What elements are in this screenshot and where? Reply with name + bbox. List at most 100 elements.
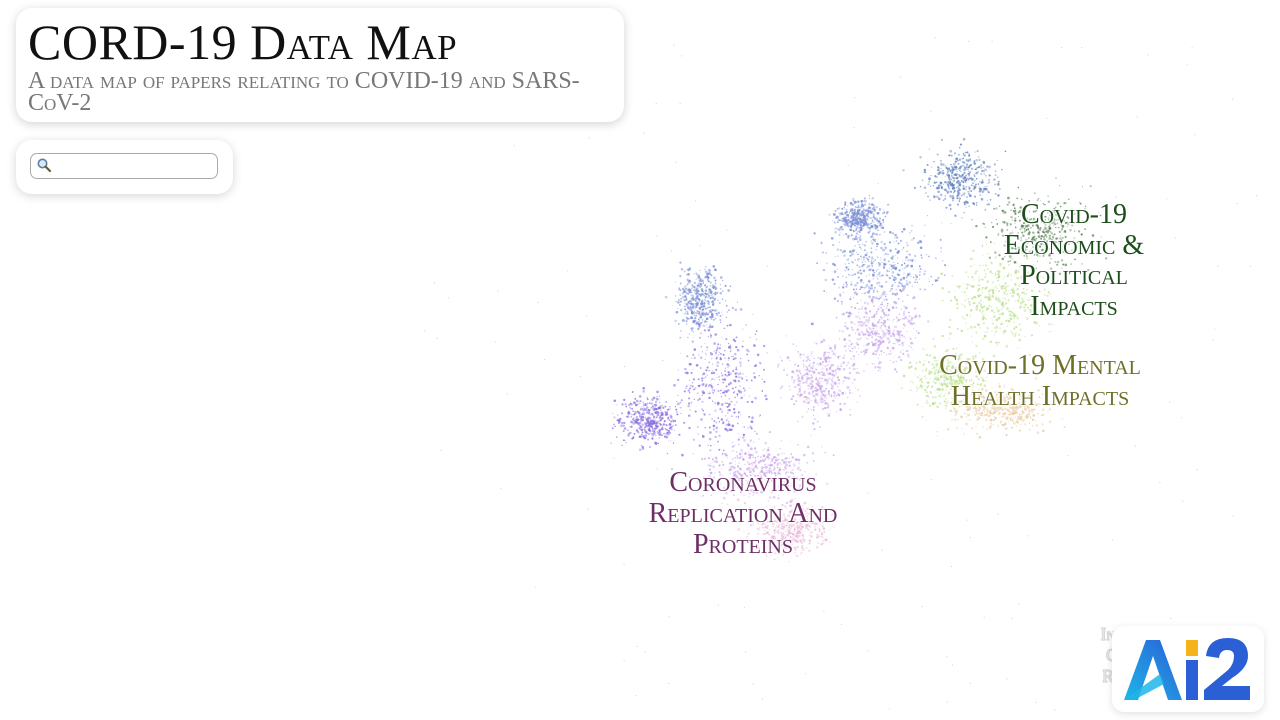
paper-point[interactable] [877,229,879,231]
paper-point[interactable] [911,323,914,326]
paper-point[interactable] [841,383,843,385]
paper-point[interactable] [1046,294,1049,297]
paper-point[interactable] [845,266,848,269]
paper-point[interactable] [965,163,969,166]
paper-point[interactable] [817,362,819,365]
paper-point[interactable] [1017,246,1021,250]
paper-point[interactable] [689,387,692,390]
paper-point[interactable] [773,529,776,532]
paper-point[interactable] [880,324,883,327]
paper-point[interactable] [830,237,834,240]
paper-point[interactable] [1100,236,1102,238]
paper-point[interactable] [823,530,826,533]
paper-point[interactable] [898,343,900,346]
paper-point[interactable] [850,250,852,252]
paper-point[interactable] [836,299,840,303]
paper-point[interactable] [839,390,841,392]
paper-point[interactable] [715,430,718,433]
paper-point[interactable] [836,376,840,379]
paper-point[interactable] [1002,234,1004,237]
paper-point[interactable] [838,293,842,296]
paper-point[interactable] [840,363,843,366]
paper-point[interactable] [903,272,905,274]
paper-point[interactable] [737,422,739,425]
paper-point[interactable] [785,545,787,547]
paper-point[interactable] [693,310,695,313]
paper-point[interactable] [906,250,908,253]
paper-point[interactable] [1021,422,1023,424]
paper-point[interactable] [949,208,952,210]
paper-point[interactable] [734,340,737,343]
paper-point[interactable] [792,546,794,549]
paper-point[interactable] [932,338,935,340]
paper-point[interactable] [867,258,870,261]
paper-point[interactable] [977,323,980,326]
paper-point[interactable] [700,311,704,314]
paper-point[interactable] [987,182,989,185]
paper-point[interactable] [690,327,693,330]
paper-point[interactable] [783,546,786,549]
paper-point[interactable] [892,334,896,338]
paper-point[interactable] [888,270,890,272]
paper-point[interactable] [810,535,813,538]
paper-point[interactable] [932,185,935,187]
paper-point[interactable] [714,354,716,356]
paper-point[interactable] [821,367,824,370]
paper-point[interactable] [690,384,692,387]
paper-point[interactable] [821,446,823,448]
paper-point[interactable] [1018,297,1020,299]
paper-point[interactable] [978,158,981,162]
paper-point[interactable] [925,420,927,422]
paper-point[interactable] [881,334,884,336]
paper-point[interactable] [1022,221,1026,225]
paper-point[interactable] [1029,416,1032,419]
paper-point[interactable] [690,297,694,300]
paper-point[interactable] [696,284,698,286]
paper-point[interactable] [739,390,743,394]
paper-point[interactable] [797,350,800,353]
paper-point[interactable] [718,434,721,438]
paper-point[interactable] [866,266,868,269]
paper-point[interactable] [1002,221,1004,223]
paper-point[interactable] [1084,205,1087,208]
paper-point[interactable] [999,265,1002,267]
paper-point[interactable] [860,330,863,333]
paper-point[interactable] [945,206,948,209]
paper-point[interactable] [778,509,781,511]
paper-point[interactable] [819,398,821,401]
paper-point[interactable] [949,332,952,336]
paper-point[interactable] [771,492,773,494]
paper-point[interactable] [829,360,831,363]
paper-point[interactable] [705,319,707,322]
paper-point[interactable] [902,268,904,270]
paper-point[interactable] [1067,250,1070,253]
paper-point[interactable] [738,456,741,460]
paper-point[interactable] [858,333,861,336]
paper-point[interactable] [914,315,917,319]
paper-point[interactable] [927,183,930,186]
paper-point[interactable] [721,467,723,469]
paper-point[interactable] [761,526,764,529]
paper-point[interactable] [725,424,727,426]
paper-point[interactable] [895,330,898,333]
paper-point[interactable] [679,261,682,264]
paper-point[interactable] [1017,277,1020,280]
paper-point[interactable] [985,418,988,421]
paper-point[interactable] [714,368,718,372]
paper-point[interactable] [988,426,992,429]
paper-point[interactable] [699,332,702,335]
paper-point[interactable] [790,525,793,528]
paper-point[interactable] [880,285,884,288]
paper-point[interactable] [936,435,938,437]
paper-point[interactable] [843,344,847,348]
paper-point[interactable] [862,282,865,284]
paper-point[interactable] [688,379,691,381]
paper-point[interactable] [999,327,1001,329]
paper-point[interactable] [979,414,982,416]
paper-point[interactable] [799,356,801,359]
paper-point[interactable] [860,337,862,339]
paper-point[interactable] [687,414,691,417]
paper-point[interactable] [963,433,965,435]
paper-point[interactable] [885,314,888,316]
paper-point[interactable] [766,483,769,486]
